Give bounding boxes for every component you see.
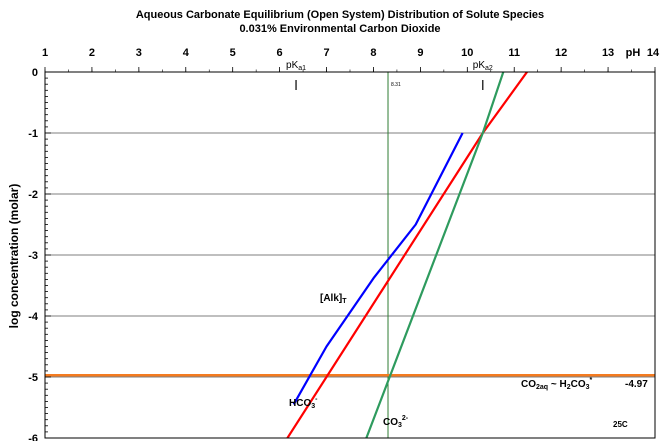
y-axis-label: log concentration (molar)	[7, 184, 21, 329]
x-tick-label: 9	[417, 47, 423, 59]
vline-label: 8.31	[391, 82, 401, 88]
x-tick-label: 7	[323, 47, 329, 59]
x-tick-label: 4	[183, 47, 190, 59]
pKa2-label: pKa2	[473, 60, 493, 72]
y-tick-label: -2	[28, 189, 38, 201]
x-tick-label: 14	[647, 47, 660, 59]
x-tick-label: 2	[89, 47, 95, 59]
y-tick-label: -1	[28, 128, 38, 140]
series-line-3	[292, 132, 464, 405]
x-tick-label: 11	[508, 47, 520, 59]
co2-label: CO2aq ~ H2CO3*	[521, 377, 593, 391]
y-tick-label: -5	[28, 372, 38, 384]
chart-marks	[45, 72, 655, 438]
hco3-label: HCO3-	[289, 396, 318, 410]
x-tick-labels: 1 2 3 4 5 6 7 8 9 10 11 12 13 14	[42, 47, 660, 59]
pKa1-label: pKa1	[286, 60, 306, 72]
x-axis-label: pH	[626, 47, 641, 59]
y-tick-label: 0	[32, 67, 38, 79]
co2-value: -4.97	[625, 379, 648, 390]
series-line-2	[365, 72, 505, 438]
y-tick-label: -3	[28, 250, 38, 262]
x-tick-label: 8	[370, 47, 376, 59]
chart-title: Aqueous Carbonate Equilibrium (Open Syst…	[136, 9, 544, 21]
chart-subtitle: 0.031% Environmental Carbon Dioxide	[239, 23, 440, 35]
chart-annotations: pKa1 pKa2 8.31 [Alk]T HCO3- CO32- CO2aq ~ H2CO…	[286, 60, 648, 429]
x-tick-label: 5	[230, 47, 236, 59]
co3-label: CO32-	[383, 415, 409, 429]
temperature-label: 25C	[613, 420, 628, 429]
x-tick-label: 10	[461, 47, 473, 59]
x-tick-label: 6	[277, 47, 283, 59]
x-tick-label: 1	[42, 47, 48, 59]
y-tick-label: -4	[28, 311, 39, 323]
x-tick-label: 12	[555, 47, 567, 59]
plot-frame	[44, 71, 656, 439]
x-tick-label: 13	[602, 47, 614, 59]
y-tick-labels: 0 -1 -2 -3 -4 -5 -6	[28, 67, 39, 441]
x-tick-label: 3	[136, 47, 142, 59]
y-tick-label: -6	[28, 433, 38, 441]
alk-label: [Alk]T	[320, 293, 347, 305]
series-line-1	[286, 72, 529, 438]
